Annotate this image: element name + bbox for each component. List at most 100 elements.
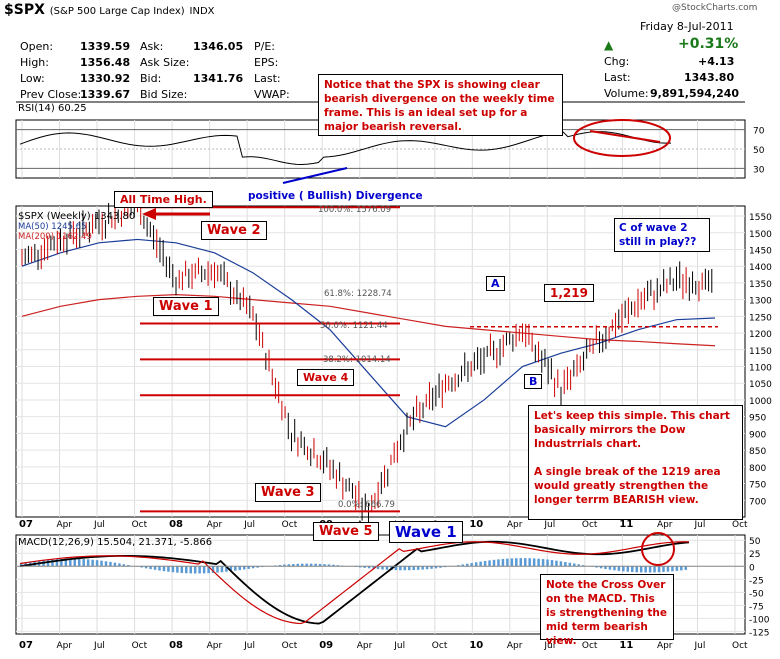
macd-histogram-bar	[118, 563, 121, 567]
macd-histogram-bar	[631, 566, 634, 573]
macd-histogram-bar	[519, 558, 523, 567]
macd-histogram-bar	[657, 566, 661, 573]
macd-histogram-bar	[314, 563, 317, 567]
macd-histogram-bar	[305, 563, 308, 567]
price-y-tick: 1350	[749, 280, 772, 290]
macd-histogram-bar	[662, 566, 665, 572]
macd-histogram-bar	[51, 559, 54, 567]
x-tick-label-bottom: Apr	[57, 641, 73, 651]
x-tick-label-bottom: Oct	[732, 641, 748, 651]
macd-histogram-bar	[243, 566, 246, 570]
price-y-tick: 1300	[749, 297, 772, 307]
macd-histogram-bar	[439, 566, 442, 568]
x-tick-label: Apr	[657, 520, 673, 530]
c-wave-label: C of wave 2 still in play??	[614, 218, 710, 252]
macd-histogram-bar	[635, 566, 638, 573]
price-y-tick: 1000	[749, 397, 772, 407]
fib-100-label: 100.0%: 1576.09	[318, 205, 392, 215]
ma200-legend: MA(200) 1162.49	[18, 232, 92, 242]
price-y-tick: 1250	[749, 313, 772, 323]
ask-value: 1346.05	[193, 40, 244, 53]
x-tick-label: 07	[19, 519, 33, 530]
prevclose-label: Prev Close:	[20, 88, 82, 101]
macd-y-tick: 0	[749, 563, 755, 573]
macd-histogram-bar	[675, 566, 679, 571]
macd-histogram-bar	[202, 566, 206, 574]
macd-y-tick: -125	[749, 628, 769, 638]
macd-histogram-bar	[577, 564, 580, 567]
high-label: High:	[20, 56, 49, 69]
wave1b-label: Wave 1	[389, 521, 463, 543]
macd-histogram-bar	[251, 566, 255, 569]
macd-histogram-bar	[515, 558, 518, 567]
wave4-label: Wave 4	[297, 369, 355, 386]
macd-histogram-bar	[86, 559, 90, 567]
divergence-line	[282, 167, 348, 184]
macd-histogram-bar	[229, 566, 233, 572]
rsi-y-tick: 30	[753, 165, 765, 175]
x-tick-label: Jul	[93, 520, 105, 530]
macd-histogram-bar	[372, 566, 375, 569]
macd-histogram-bar	[639, 566, 643, 573]
ath-label: All Time High.	[114, 191, 213, 208]
ma50-legend: MA(50) 1245.65	[18, 222, 87, 232]
fib-50-label: 50.0%: 1121.44	[320, 321, 388, 331]
macd-histogram-bar	[559, 561, 563, 567]
macd-histogram-bar	[573, 563, 576, 567]
macd-histogram-bar	[617, 566, 621, 571]
copyright: @StockCharts.com	[672, 3, 758, 13]
macd-histogram-bar	[613, 566, 616, 571]
macd-histogram-bar	[336, 565, 340, 567]
note-mid-text2: A single break of the 1219 area would gr…	[534, 466, 721, 506]
price-y-tick: 750	[749, 481, 766, 491]
macd-histogram-bar	[501, 558, 505, 567]
macd-histogram-bar	[198, 566, 201, 574]
volume-label: Volume:	[604, 87, 649, 100]
macd-histogram-bar	[309, 563, 313, 567]
macd-histogram-bar	[483, 560, 487, 567]
macd-histogram-bar	[64, 558, 68, 567]
open-value: 1339.59	[80, 40, 131, 53]
macd-histogram-bar	[318, 563, 322, 567]
macd-histogram-bar	[171, 566, 175, 573]
x-tick-label-bottom: Jul	[543, 641, 555, 651]
price-y-tick: 1550	[749, 213, 772, 223]
x-tick-label: 11	[619, 519, 633, 530]
x-tick-label-bottom: Jul	[393, 641, 405, 651]
macd-histogram-bar	[220, 566, 224, 573]
ask-label: Ask:	[140, 40, 164, 53]
price-y-tick: 900	[749, 430, 766, 440]
macd-histogram-bar	[564, 561, 567, 567]
macd-histogram-bar	[69, 558, 72, 567]
price-y-tick: 950	[749, 414, 766, 424]
note-top: Notice that the SPX is showing clear bea…	[318, 74, 563, 136]
macd-histogram-bar	[167, 566, 170, 572]
macd-histogram-bar	[626, 566, 630, 572]
macd-histogram-bar	[60, 558, 63, 567]
symbol-name: (S&P 500 Large Cap Index)	[49, 6, 185, 17]
macd-histogram-bar	[216, 566, 219, 573]
macd-histogram-bar	[466, 563, 469, 567]
macd-histogram-bar	[73, 558, 77, 567]
chart-title: $SPX (S&P 500 Large Cap Index) INDX	[4, 2, 215, 18]
macd-histogram-bar	[300, 563, 304, 567]
macd-histogram-bar	[506, 558, 509, 567]
low-label: Low:	[20, 72, 45, 85]
macd-histogram-bar	[207, 566, 210, 574]
macd-histogram-bar	[327, 564, 331, 567]
x-tick-label-bottom: Jul	[93, 641, 105, 651]
macd-histogram-bar	[95, 560, 99, 567]
macd-histogram-bar	[109, 561, 112, 567]
macd-histogram-bar	[376, 566, 380, 570]
macd-histogram-bar	[358, 566, 362, 568]
x-tick-label-bottom: Oct	[132, 641, 148, 651]
macd-histogram-bar	[416, 566, 420, 570]
macd-histogram-bar	[680, 566, 683, 571]
x-tick-label-bottom: 08	[169, 640, 183, 651]
last-label: Last:	[604, 71, 631, 84]
macd-histogram-bar	[24, 562, 27, 567]
price-y-tick: 700	[749, 497, 766, 507]
fib-0-label: 0.0%: 666.79	[338, 500, 395, 510]
macd-histogram-bar	[599, 566, 603, 569]
macd-histogram-bar	[550, 560, 554, 567]
